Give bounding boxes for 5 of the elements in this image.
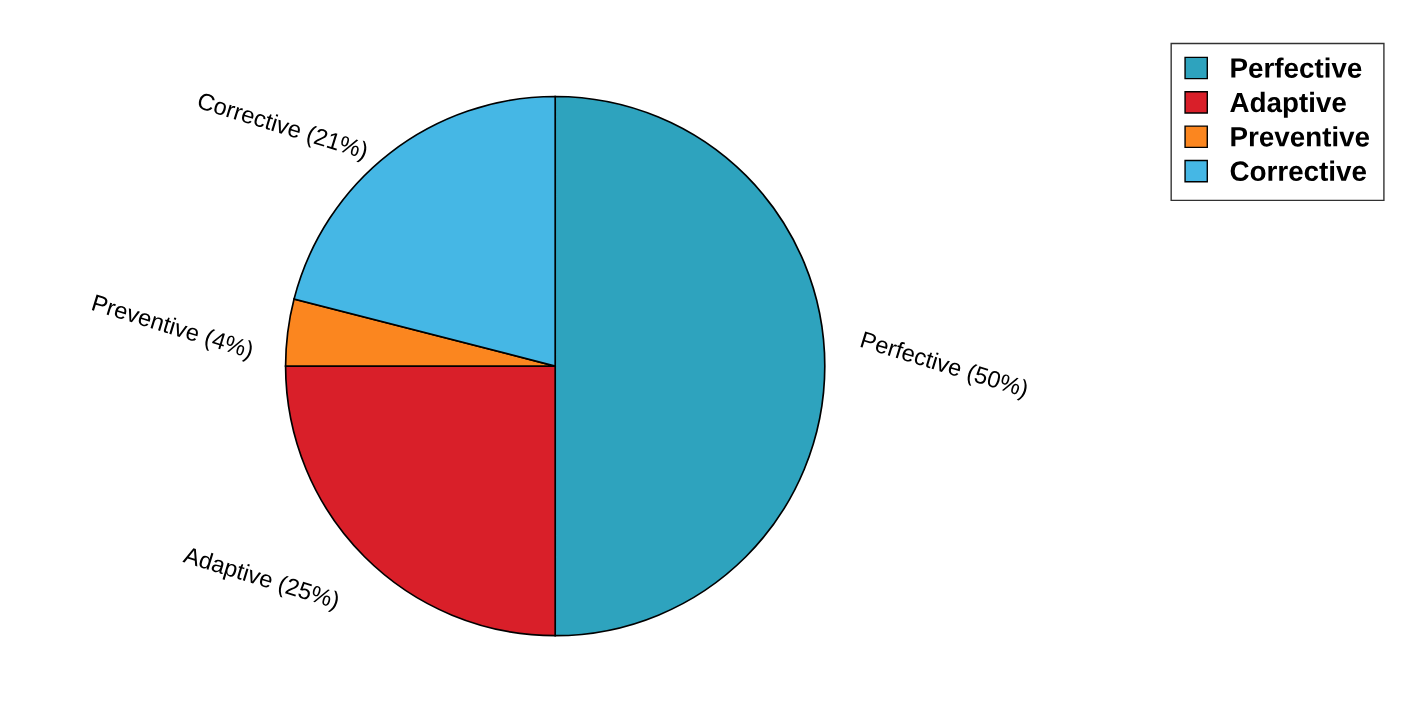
data-label: Adaptive (25%) xyxy=(180,545,341,614)
legend-label: Adaptive xyxy=(1230,91,1346,118)
legend-label: Corrective xyxy=(1230,160,1366,182)
legend-label: Perfective xyxy=(1231,57,1362,78)
legend-label: Preventive xyxy=(1231,126,1370,147)
